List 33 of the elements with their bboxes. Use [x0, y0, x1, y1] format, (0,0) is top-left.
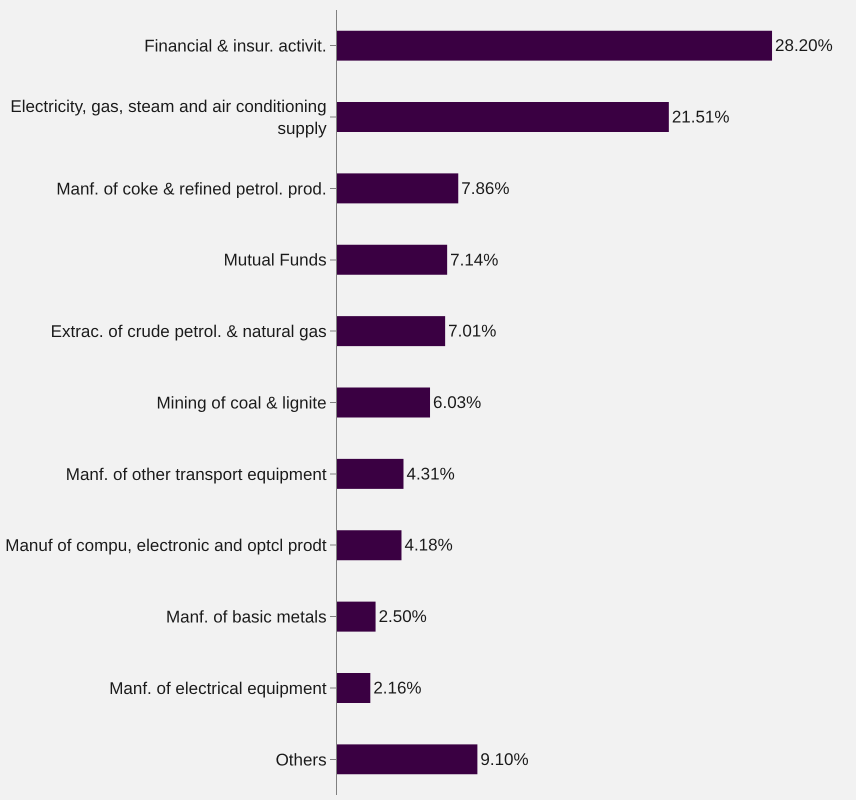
bar [337, 102, 669, 132]
data-label: 6.03% [433, 393, 482, 412]
bar [337, 30, 772, 61]
data-label: 9.10% [480, 750, 529, 769]
bar [337, 744, 478, 774]
y-tick-label: Manf. of basic metals [166, 608, 327, 627]
bar [337, 602, 376, 632]
data-label: 4.18% [404, 536, 453, 555]
data-label: 7.14% [450, 250, 498, 270]
bar [337, 530, 402, 560]
data-label: 7.86% [461, 178, 510, 198]
y-tick-label: Electricity, gas, steam and air conditioning supply [10, 96, 328, 138]
data-label: 7.01% [448, 322, 496, 341]
y-tick-label: Extrac. of crude petrol. & natural gas [50, 322, 327, 342]
data-label: 28.20% [775, 36, 833, 56]
data-label: 2.16% [373, 678, 422, 698]
y-tick-label: Financial & insur. activit. [144, 36, 327, 56]
y-tick-label: Manuf of compu, electronic and optcl prodt [5, 536, 327, 556]
y-tick-label: Manf. of other transport equipment [66, 464, 327, 484]
y-tick-label: Others [276, 750, 327, 770]
bar [337, 672, 370, 703]
data-label: 4.31% [406, 464, 455, 484]
bar [337, 388, 430, 418]
bar [337, 458, 404, 489]
y-tick-label: Manf. of coke & refined petrol. prod. [56, 179, 327, 198]
y-tick-label: Manf. of electrical equipment [109, 678, 327, 698]
y-tick-label: Mutual Funds [224, 250, 327, 270]
y-tick-label: Mining of coal & lignite [156, 393, 327, 412]
data-label: 2.50% [378, 607, 427, 626]
bar [337, 173, 458, 204]
bar [337, 316, 446, 346]
bar [337, 244, 448, 275]
data-label: 21.51% [672, 108, 730, 127]
